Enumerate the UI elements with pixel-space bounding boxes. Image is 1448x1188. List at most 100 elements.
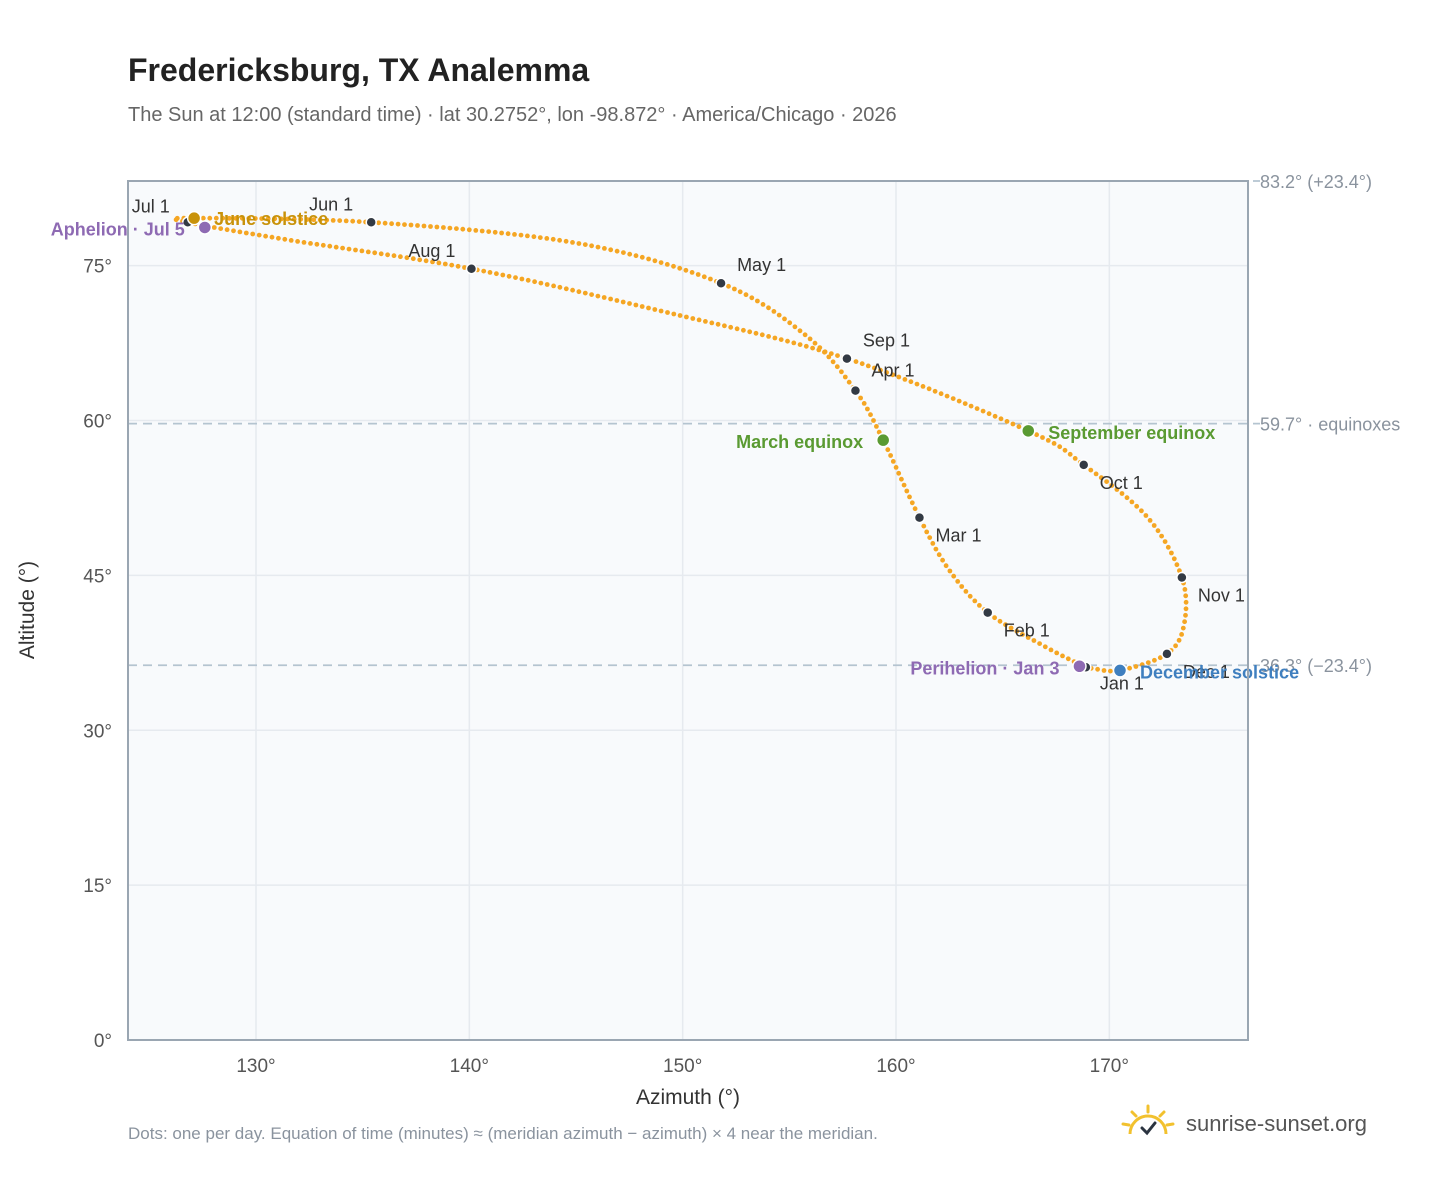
- daily-sun-dot: [532, 279, 537, 285]
- event-label: September equinox: [1048, 423, 1215, 443]
- daily-sun-dot: [797, 328, 803, 334]
- daily-sun-dot: [696, 317, 702, 323]
- daily-sun-dot: [766, 305, 771, 311]
- daily-sun-dot: [1124, 495, 1130, 501]
- daily-sun-dot: [888, 453, 893, 458]
- daily-sun-dot: [1101, 668, 1107, 673]
- daily-sun-dot: [1182, 587, 1188, 592]
- daily-sun-dot: [434, 224, 440, 230]
- daily-sun-dot: [378, 251, 384, 257]
- month-marker: [715, 277, 727, 289]
- daily-sun-dot: [967, 593, 973, 599]
- daily-sun-dot: [460, 226, 466, 232]
- daily-sun-dot: [272, 216, 278, 222]
- x-tick-label: 130°: [236, 1056, 275, 1077]
- daily-sun-dot: [962, 401, 968, 406]
- month-marker-label: Jun 1: [309, 194, 353, 214]
- daily-sun-dot: [956, 398, 962, 404]
- month-marker-label: Jan 1: [1100, 673, 1144, 693]
- daily-sun-dot: [295, 239, 300, 244]
- event-label: March equinox: [736, 432, 863, 452]
- daily-sun-dot: [826, 354, 832, 360]
- daily-sun-dot: [278, 216, 284, 222]
- daily-sun-dot: [487, 270, 493, 275]
- daily-sun-dot: [893, 465, 899, 470]
- sun-logo-icon: [1120, 1104, 1176, 1143]
- daily-sun-dot: [492, 229, 498, 235]
- y-tick-label: 0°: [94, 1031, 112, 1052]
- daily-sun-dot: [665, 310, 670, 315]
- daily-sun-dot: [627, 251, 633, 257]
- month-marker: [849, 384, 862, 397]
- daily-sun-dot: [263, 233, 268, 239]
- daily-sun-dot: [872, 365, 877, 371]
- reference-line-label: 59.7° · equinoxes: [1260, 415, 1400, 435]
- daily-sun-dot: [537, 235, 543, 241]
- daily-sun-dot: [737, 289, 743, 295]
- daily-sun-dot: [830, 359, 836, 365]
- daily-sun-dot: [570, 287, 575, 293]
- event-label: December solstice: [1140, 662, 1299, 682]
- daily-sun-dot: [447, 225, 453, 231]
- daily-sun-dot: [441, 225, 446, 230]
- daily-sun-dot: [1143, 513, 1149, 518]
- x-tick-label: 170°: [1090, 1056, 1129, 1077]
- daily-sun-dot: [938, 391, 944, 397]
- footnote: Dots: one per day. Equation of time (min…: [128, 1124, 878, 1143]
- daily-sun-dot: [1095, 666, 1100, 672]
- daily-sun-dot: [943, 563, 949, 569]
- daily-sun-dot: [1062, 447, 1068, 453]
- daily-sun-dot: [298, 216, 304, 222]
- month-marker-label: Dec 1: [1183, 662, 1230, 682]
- daily-sun-dot: [1042, 644, 1048, 650]
- daily-sun-dot: [376, 220, 381, 226]
- daily-sun-dot: [992, 413, 998, 419]
- daily-sun-dot: [519, 276, 525, 282]
- daily-sun-dot: [301, 240, 307, 245]
- daily-sun-dot: [816, 347, 822, 353]
- daily-sun-dot: [525, 277, 531, 283]
- daily-sun-dot: [557, 284, 563, 290]
- daily-sun-dot: [513, 275, 518, 280]
- daily-sun-dot: [395, 221, 401, 227]
- daily-sun-dot: [921, 523, 927, 529]
- daily-sun-dot: [914, 381, 920, 387]
- daily-sun-dot: [732, 286, 737, 292]
- daily-sun-dot: [494, 271, 499, 277]
- daily-sun-dot: [782, 316, 787, 322]
- daily-sun-dot: [633, 302, 639, 308]
- daily-sun-dot: [353, 247, 358, 253]
- daily-sun-dot: [858, 395, 863, 401]
- daily-sun-dot: [454, 226, 459, 232]
- daily-sun-dot: [690, 316, 696, 321]
- daily-sun-dot: [878, 367, 883, 373]
- daily-sun-dot: [614, 248, 620, 254]
- daily-sun-dot: [436, 260, 442, 266]
- daily-sun-dot: [759, 332, 765, 338]
- daily-sun-dot: [950, 396, 956, 401]
- daily-sun-dot: [1037, 641, 1042, 646]
- daily-sun-dot: [747, 329, 753, 335]
- daily-sun-dot: [807, 336, 813, 342]
- daily-sun-dot: [402, 222, 407, 228]
- daily-sun-dot: [703, 319, 708, 324]
- daily-sun-dot: [1020, 632, 1025, 637]
- daily-sun-dot: [211, 225, 217, 230]
- daily-sun-dot: [896, 374, 902, 380]
- daily-sun-dot: [977, 603, 982, 608]
- daily-sun-dot: [570, 240, 575, 245]
- daily-sun-dot: [715, 321, 721, 327]
- daily-sun-dot: [664, 262, 670, 267]
- daily-sun-dot: [621, 250, 626, 256]
- daily-sun-dot: [646, 305, 651, 311]
- month-marker-label: Feb 1: [1004, 621, 1050, 641]
- daily-sun-dot: [365, 249, 371, 255]
- daily-sun-dot: [265, 216, 271, 222]
- daily-sun-dot: [1054, 650, 1060, 656]
- daily-sun-dot: [955, 579, 961, 584]
- daily-sun-dot: [876, 429, 882, 435]
- month-marker: [841, 352, 853, 365]
- daily-sun-dot: [785, 338, 790, 344]
- brand[interactable]: sunrise-sunset.org: [1120, 1104, 1367, 1143]
- chart-title: Fredericksburg, TX Analemma: [128, 52, 590, 88]
